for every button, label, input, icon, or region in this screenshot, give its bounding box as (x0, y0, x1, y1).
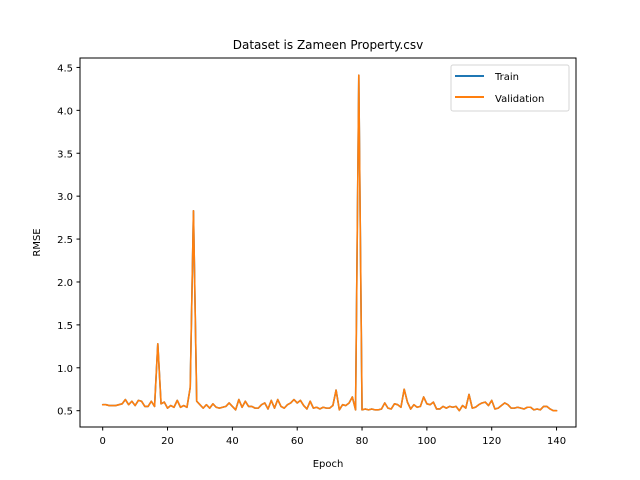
x-axis-ticks: 0 20 40 60 80 100 120 140 (100, 427, 566, 447)
x-tick-label: 140 (547, 436, 566, 447)
y-tick-label: 4.0 (57, 106, 73, 117)
x-tick-label: 20 (161, 436, 174, 447)
y-axis-label: RMSE (32, 228, 43, 256)
y-tick-label: 1.5 (57, 321, 73, 332)
legend-label-validation: Validation (495, 94, 544, 105)
plot-frame (79, 57, 577, 428)
x-tick-label: 120 (482, 436, 501, 447)
y-tick-label: 2.0 (57, 278, 73, 289)
y-axis-ticks: 0.5 1.0 1.5 2.0 2.5 3.0 3.5 4.0 4.5 (57, 63, 80, 418)
y-tick-label: 1.0 (57, 364, 73, 375)
legend: Train Validation (450, 64, 570, 112)
series-line-validation (101, 74, 558, 412)
y-tick-label: 3.5 (57, 149, 73, 160)
y-tick-label: 3.0 (57, 192, 73, 203)
x-tick-label: 0 (100, 436, 106, 447)
plot-area (80, 58, 576, 427)
chart-title: Dataset is Zameen Property.csv (233, 38, 424, 52)
legend-label-train: Train (494, 72, 519, 83)
y-tick-label: 2.5 (57, 235, 73, 246)
x-tick-label: 80 (356, 436, 369, 447)
x-tick-label: 60 (291, 436, 304, 447)
x-axis-label: Epoch (313, 459, 344, 470)
y-tick-label: 4.5 (57, 63, 73, 74)
x-tick-label: 40 (226, 436, 239, 447)
y-tick-label: 0.5 (57, 407, 73, 418)
x-tick-label: 100 (417, 436, 436, 447)
series-layer (101, 74, 558, 412)
